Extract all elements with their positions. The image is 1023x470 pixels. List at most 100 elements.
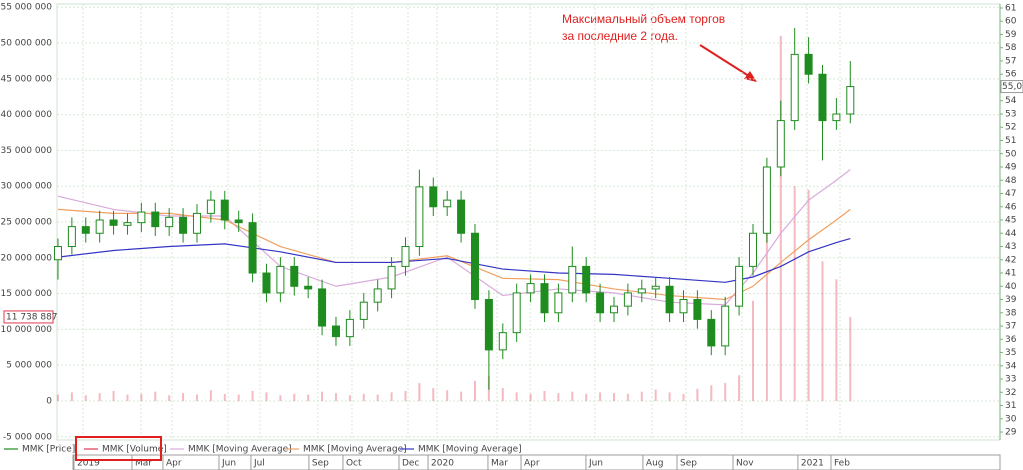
candle-body: [206, 199, 215, 214]
y2-tick-label: 48: [1005, 176, 1017, 186]
y-tick-label: 35 000 000: [0, 146, 52, 156]
y2-tick-label: 50: [1005, 149, 1017, 159]
candle-body: [318, 288, 327, 327]
volume-bar: [126, 394, 129, 401]
volume-bar: [376, 394, 379, 401]
candle-body: [679, 299, 688, 314]
candle-body: [109, 219, 118, 226]
moving-average: [57, 237, 851, 283]
candle-body: [220, 199, 229, 221]
candle-body: [53, 246, 62, 261]
candle-body: [582, 265, 591, 294]
volume-bar: [84, 395, 87, 401]
x-tick-label: Sep: [680, 459, 697, 469]
candle-body: [735, 265, 744, 307]
candle-body: [526, 283, 535, 294]
volume-bar: [168, 395, 171, 401]
x-tick-label: Sep: [312, 459, 329, 469]
candle-body: [846, 86, 855, 115]
volume-bar: [321, 391, 324, 401]
volume-bar: [265, 392, 268, 401]
x-tick-label: Oct: [346, 459, 362, 469]
volume-bar: [334, 393, 337, 401]
x-tick-label: Mar: [135, 459, 152, 469]
volume-bar: [251, 390, 254, 401]
y2-tick-label: 37: [1005, 322, 1016, 332]
x-tick-label: Jun: [588, 459, 603, 469]
y2-tick-label: 36: [1005, 335, 1017, 345]
volume-bar: [56, 394, 59, 401]
volume-bar: [612, 393, 615, 401]
y-tick-label: -5 000 000: [3, 432, 52, 442]
volume-bar: [599, 392, 602, 401]
y2-tick-label: 33: [1005, 375, 1016, 385]
x-tick-label: Apr: [166, 459, 182, 469]
candle-body: [637, 288, 646, 294]
candle-body: [804, 53, 813, 75]
volume-bar: [557, 393, 560, 401]
candle-body: [123, 222, 132, 226]
volume-bar: [724, 383, 727, 401]
y2-tick-label: 34: [1005, 361, 1017, 371]
candle-body: [707, 318, 716, 347]
y2-tick-label: 39: [1005, 295, 1017, 305]
x-tick-label: Jul: [253, 459, 265, 469]
value-label: 11 738 887: [6, 312, 58, 322]
candle-body: [179, 216, 188, 234]
volume-bar: [460, 391, 463, 401]
y2-tick-label: 41: [1005, 269, 1016, 279]
volume-bar: [710, 385, 713, 401]
candle-body: [693, 299, 702, 320]
volume-bar: [626, 393, 629, 401]
x-tick-label: Aug: [646, 459, 664, 469]
volume-bar: [668, 392, 671, 401]
y2-tick-label: 31: [1005, 401, 1016, 411]
legend-highlight: [75, 436, 162, 461]
candle-body: [67, 226, 76, 248]
candle-body: [234, 219, 243, 224]
candle-body: [721, 305, 730, 347]
volume-bar: [738, 375, 741, 401]
volume-bar: [529, 393, 532, 401]
y-tick-label: 40 000 000: [0, 110, 52, 120]
candle-body: [818, 73, 827, 122]
volume-bar: [751, 300, 754, 401]
y-tick-label: 10 000 000: [0, 325, 52, 335]
candle-body: [554, 292, 563, 314]
volume-bar: [696, 388, 699, 401]
y2-tick-label: 46: [1005, 202, 1017, 212]
candle-body: [470, 232, 479, 301]
volume-bar: [362, 393, 365, 401]
volume-bar: [501, 388, 504, 401]
volume-bar: [223, 393, 226, 401]
y2-tick-label: 53: [1005, 109, 1016, 119]
candle-body: [832, 113, 841, 122]
y-tick-label: 0: [46, 396, 52, 406]
annotation-arrow: [699, 44, 753, 79]
volume-bar: [682, 393, 685, 401]
candle-body: [429, 186, 438, 208]
y-tick-label: 25 000 000: [0, 218, 52, 228]
volume-bar: [390, 392, 393, 401]
candle-body: [568, 265, 577, 294]
volume-bar: [807, 189, 810, 401]
candle-body: [776, 120, 785, 168]
x-tick-label: 2021: [801, 459, 824, 469]
volume-bar: [182, 393, 185, 401]
candle-body: [748, 232, 757, 267]
volume-bar: [654, 389, 657, 401]
volume-bar: [515, 392, 518, 401]
value-label-box: [3, 310, 54, 324]
candle-body: [373, 288, 382, 303]
volume-bar: [404, 390, 407, 401]
y-tick-label: 20 000 000: [0, 253, 52, 263]
y2-tick-label: 29: [1005, 428, 1017, 438]
y2-tick-label: 61: [1005, 3, 1016, 13]
legend-label: MMK [Volume]: [102, 445, 167, 455]
candle-body: [192, 212, 201, 234]
y-tick-label: 45 000 000: [0, 74, 52, 84]
x-tick-label: Feb: [834, 459, 850, 469]
value-label: 55,07: [1002, 82, 1023, 92]
y2-tick-label: 58: [1005, 43, 1017, 53]
